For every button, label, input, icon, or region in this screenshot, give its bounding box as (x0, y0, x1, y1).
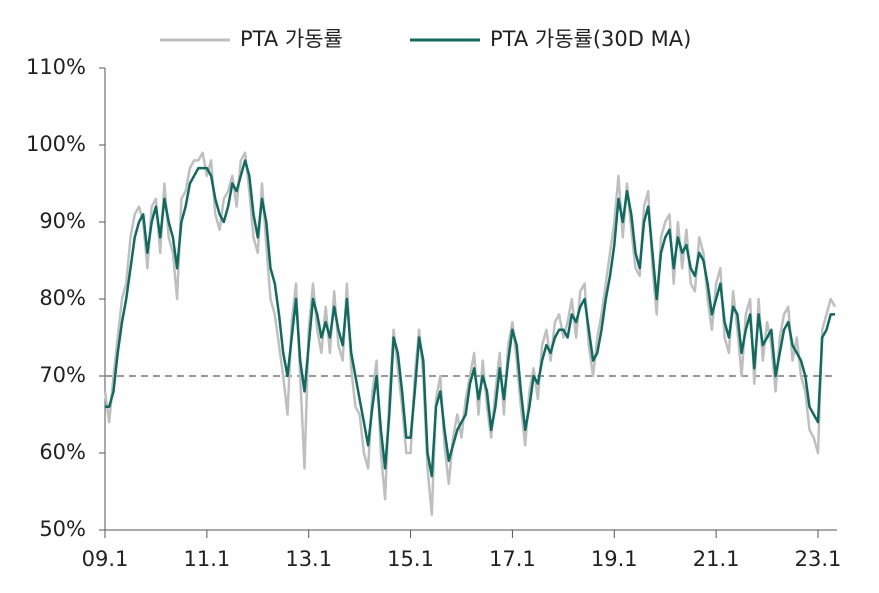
x-tick-label: 15.1 (387, 547, 434, 571)
x-tick-label: 17.1 (489, 547, 536, 571)
y-tick-label: 90% (39, 209, 86, 233)
y-tick-label: 60% (39, 440, 86, 464)
y-tick-label: 110% (26, 55, 86, 79)
x-tick-label: 23.1 (795, 547, 842, 571)
series-line (105, 159, 835, 478)
y-tick-label: 100% (26, 132, 86, 156)
legend-label: PTA 가동률(30D MA) (490, 27, 691, 51)
x-tick-label: 19.1 (591, 547, 638, 571)
x-tick-label: 09.1 (82, 547, 129, 571)
y-tick-label: 50% (39, 517, 86, 541)
series-line (103, 151, 837, 516)
y-tick-label: 80% (39, 286, 86, 310)
y-tick-label: 70% (39, 363, 86, 387)
x-tick-label: 21.1 (693, 547, 740, 571)
x-tick-label: 11.1 (183, 547, 230, 571)
legend-label: PTA 가동률 (240, 27, 343, 51)
x-tick-label: 13.1 (285, 547, 332, 571)
